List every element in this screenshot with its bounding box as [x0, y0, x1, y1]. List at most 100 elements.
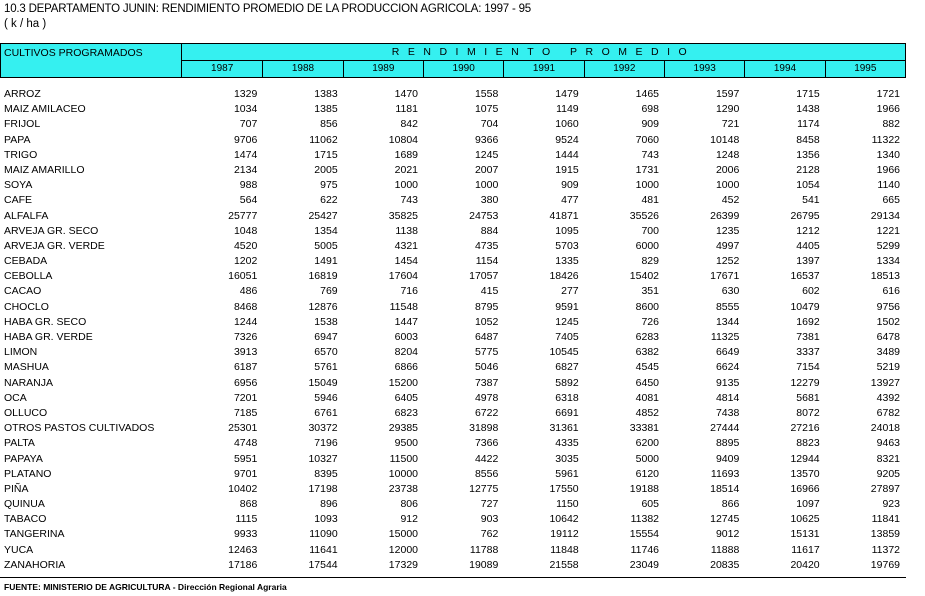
- yield-cell: 3913: [233, 346, 258, 359]
- header-years: 1987 1988 1989 1990 1991 1992 1993 1994 1995: [182, 61, 905, 77]
- yield-cell: 743: [641, 148, 659, 161]
- yield-cell: 923: [882, 498, 900, 511]
- yield-cell: 2021: [394, 163, 418, 176]
- yield-cell: 15554: [629, 528, 659, 541]
- yield-cell: 9366: [474, 133, 499, 146]
- yield-cell: 9500: [394, 437, 418, 450]
- yield-cell: 486: [239, 285, 258, 298]
- yield-cell: 9409: [715, 452, 740, 465]
- yield-cell: 1479: [555, 88, 579, 100]
- table-row: TABACO 1115 1093 912 903 10642 11382 12745 10625…: [0, 513, 906, 528]
- yield-cell: 4520: [233, 239, 258, 252]
- yield-cell: 727: [480, 498, 499, 511]
- yield-cell: 26795: [790, 209, 820, 222]
- yield-cell: 1000: [474, 179, 499, 192]
- yield-cell: 1454: [394, 255, 418, 268]
- yield-cell: 6782: [876, 406, 900, 419]
- yield-cell: 1149: [556, 103, 579, 116]
- crop-name: PAPA: [4, 133, 31, 146]
- yield-cell: 17550: [549, 482, 579, 495]
- footer-rule: [0, 577, 906, 578]
- crop-name: OCA: [4, 391, 27, 404]
- yield-cell: 18514: [710, 482, 740, 495]
- yield-cell: 8555: [715, 300, 740, 313]
- yield-cell: 8795: [474, 300, 499, 313]
- table-row: FRIJOL 707 856 842 704 1060 909 721 1174 882: [0, 118, 906, 133]
- crop-name: YUCA: [4, 543, 34, 556]
- header-year: 1991: [503, 61, 583, 77]
- yield-cell: 11548: [389, 300, 418, 313]
- yield-cell: 8600: [635, 300, 659, 313]
- crop-name: ZANAHORIA: [4, 558, 66, 571]
- crop-name: TABACO: [4, 513, 47, 526]
- yield-cell: 842: [400, 118, 418, 131]
- yield-cell: 10148: [710, 133, 740, 146]
- table-row: PALTA 4748 7196 9500 7366 4335 6200 8895 8823 946…: [0, 437, 906, 452]
- yield-cell: 2128: [796, 163, 820, 176]
- yield-cell: 12000: [388, 543, 418, 556]
- yield-cell: 25301: [228, 422, 258, 435]
- crop-name: ALFALFA: [4, 209, 49, 222]
- yield-cell: 7387: [474, 376, 499, 389]
- yield-cell: 11788: [469, 543, 499, 556]
- yield-cell: 1235: [715, 224, 740, 237]
- crop-name: QUINUA: [4, 498, 45, 511]
- yield-cell: 4545: [635, 361, 659, 374]
- yield-cell: 17329: [388, 558, 418, 571]
- yield-cell: 19188: [629, 482, 659, 495]
- yield-cell: 6000: [635, 239, 659, 252]
- yield-cell: 1731: [635, 163, 659, 176]
- table-row: OLLUCO 7185 6761 6823 6722 6691 4852 7438 8072 67…: [0, 407, 906, 422]
- yield-cell: 29385: [388, 422, 418, 435]
- yield-cell: 6691: [555, 406, 579, 419]
- yield-cell: 1966: [876, 163, 900, 176]
- yield-cell: 6478: [876, 331, 900, 343]
- yield-cell: 16051: [228, 270, 258, 283]
- yield-cell: 27444: [710, 422, 740, 435]
- yield-cell: 1000: [635, 179, 659, 192]
- yield-cell: 1000: [394, 179, 418, 192]
- yield-cell: 769: [320, 285, 338, 298]
- yield-cell: 1052: [474, 315, 499, 328]
- yield-cell: 8458: [796, 133, 820, 146]
- table-row: MASHUA 6187 5761 6866 5046 6827 4545 6624 7154 52…: [0, 361, 906, 376]
- yield-cell: 33381: [629, 422, 659, 435]
- yield-cell: 1721: [876, 88, 900, 100]
- yield-cell: 351: [641, 285, 659, 298]
- yield-cell: 1335: [555, 255, 579, 268]
- yield-cell: 1140: [877, 179, 900, 192]
- page-title: 10.3 DEPARTAMENTO JUNIN: RENDIMIENTO PRO…: [4, 3, 531, 15]
- yield-cell: 10625: [790, 513, 820, 526]
- yield-cell: 704: [480, 118, 499, 131]
- header-year: 1989: [342, 61, 423, 77]
- crop-name: CACAO: [4, 285, 42, 298]
- yield-cell: 277: [561, 285, 579, 298]
- header-group-label: RENDIMIENTO PROMEDIO: [182, 44, 905, 61]
- yield-cell: 6003: [394, 331, 418, 343]
- yield-cell: 12944: [790, 452, 820, 465]
- yield-cell: 11382: [630, 513, 659, 526]
- yield-cell: 1340: [876, 148, 900, 161]
- yield-cell: 616: [882, 285, 900, 298]
- yield-cell: 11500: [389, 452, 418, 465]
- crop-name: FRIJOL: [4, 118, 41, 131]
- yield-cell: 4735: [474, 239, 499, 252]
- yield-cell: 4081: [635, 391, 659, 404]
- yield-cell: 1491: [314, 255, 338, 268]
- yield-cell: 1502: [876, 315, 900, 328]
- yield-cell: 1438: [796, 103, 820, 116]
- yield-cell: 1383: [314, 88, 338, 100]
- yield-cell: 1000: [715, 179, 740, 192]
- yield-cell: 24018: [870, 422, 900, 435]
- crop-name: MAIZ AMILACEO: [4, 103, 86, 116]
- yield-cell: 12775: [469, 482, 499, 495]
- table-row: OTROS PASTOS CULTIVADOS 25301 30372 29385 31…: [0, 422, 906, 437]
- yield-cell: 4392: [876, 391, 900, 404]
- yield-cell: 6866: [394, 361, 418, 374]
- yield-cell: 1212: [796, 224, 820, 237]
- crop-name: LIMON: [4, 346, 38, 359]
- table-row: SOYA 988 975 1000 1000 909 1000 1000 1054 1140: [0, 179, 906, 194]
- yield-cell: 7201: [233, 391, 258, 404]
- yield-cell: 11848: [550, 543, 579, 556]
- yield-cell: 6956: [233, 376, 258, 389]
